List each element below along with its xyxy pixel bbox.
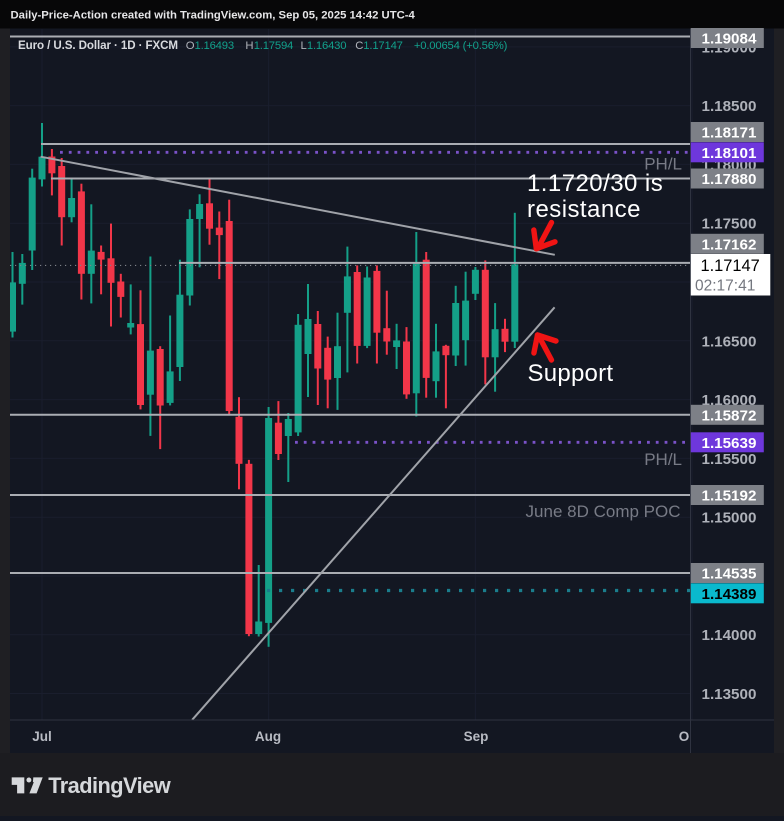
svg-text:1.17162: 1.17162 bbox=[702, 236, 757, 253]
svg-text:1.15000: 1.15000 bbox=[702, 510, 757, 527]
svg-text:1.17147: 1.17147 bbox=[701, 257, 760, 275]
svg-text:Sep: Sep bbox=[464, 729, 489, 744]
svg-text:1.17880: 1.17880 bbox=[702, 171, 757, 188]
svg-text:PH/L: PH/L bbox=[644, 450, 682, 469]
svg-text:1.18500: 1.18500 bbox=[702, 98, 757, 115]
svg-text:1.17500: 1.17500 bbox=[702, 216, 757, 233]
svg-text:1.18171: 1.18171 bbox=[702, 125, 757, 142]
svg-text:1.16500: 1.16500 bbox=[702, 333, 757, 350]
svg-text:June 8D Comp POC: June 8D Comp POC bbox=[526, 502, 681, 521]
svg-text:1.19084: 1.19084 bbox=[702, 31, 757, 48]
svg-text:1.18101: 1.18101 bbox=[702, 145, 757, 162]
svg-text:1.15872: 1.15872 bbox=[702, 407, 757, 424]
svg-text:1.15192: 1.15192 bbox=[702, 488, 757, 505]
svg-text:Jul: Jul bbox=[32, 729, 52, 744]
svg-text:1.14535: 1.14535 bbox=[702, 566, 757, 583]
svg-text:PH/L: PH/L bbox=[644, 155, 682, 174]
svg-text:1.14389: 1.14389 bbox=[702, 586, 757, 603]
svg-text:1.15500: 1.15500 bbox=[702, 451, 757, 468]
svg-text:Aug: Aug bbox=[255, 729, 281, 744]
svg-text:1.13500: 1.13500 bbox=[702, 686, 757, 703]
svg-text:Support: Support bbox=[528, 360, 614, 387]
svg-text:1.14000: 1.14000 bbox=[702, 627, 757, 644]
svg-text:Euro / U.S. Dollar · 1D · FXCM: Euro / U.S. Dollar · 1D · FXCM O1.16493 H1… bbox=[18, 39, 508, 52]
svg-text:Daily-Price-Action created wit: Daily-Price-Action created with TradingV… bbox=[11, 10, 416, 22]
svg-text:TradingView: TradingView bbox=[48, 773, 171, 798]
svg-text:02:17:41: 02:17:41 bbox=[695, 278, 755, 295]
svg-text:O: O bbox=[679, 729, 690, 744]
svg-text:1.1720/30 is: 1.1720/30 is bbox=[527, 170, 663, 197]
svg-text:resistance: resistance bbox=[527, 196, 641, 223]
svg-text:1.15639: 1.15639 bbox=[702, 435, 757, 452]
